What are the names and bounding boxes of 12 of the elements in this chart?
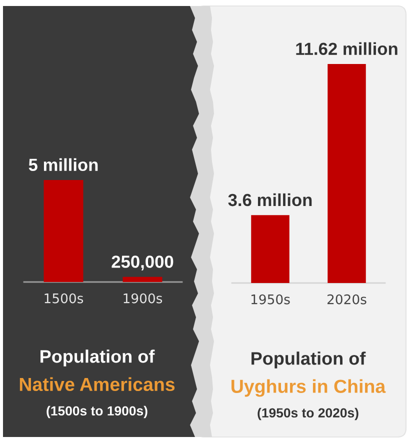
- text: (1500s to 1900s): [46, 406, 148, 418]
- text: Population of Native Americans: [20, 350, 175, 392]
- data-label: 250,000: [112, 256, 174, 270]
- text: (1950s to 2020s): [258, 408, 358, 420]
- data-label: 11.62 million: [296, 42, 398, 56]
- data-label: 5 million: [28, 158, 98, 172]
- x-tick-label: 1500s: [44, 293, 84, 304]
- x-tick-label: 2020s: [327, 294, 366, 304]
- data-label: 3.6 million: [228, 193, 312, 206]
- x-tick-label: 1950s: [251, 294, 290, 304]
- x-tick-label: 1900s: [124, 293, 162, 304]
- text: Population of Uyghurs in China: [232, 352, 386, 397]
